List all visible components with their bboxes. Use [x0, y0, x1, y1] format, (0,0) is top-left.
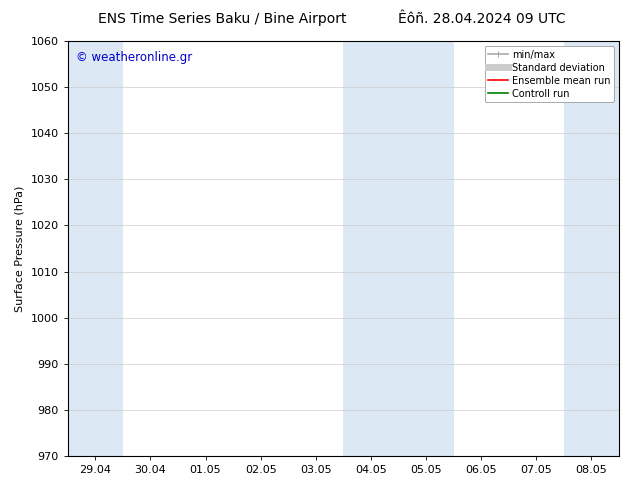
Bar: [344, 41, 453, 456]
Text: ENS Time Series Baku / Bine Airport: ENS Time Series Baku / Bine Airport: [98, 12, 346, 26]
Bar: [564, 41, 619, 456]
Legend: min/max, Standard deviation, Ensemble mean run, Controll run: min/max, Standard deviation, Ensemble me…: [484, 46, 614, 102]
Y-axis label: Surface Pressure (hPa): Surface Pressure (hPa): [15, 185, 25, 312]
Text: Êôñ. 28.04.2024 09 UTC: Êôñ. 28.04.2024 09 UTC: [398, 12, 566, 26]
Bar: [68, 41, 123, 456]
Text: © weatheronline.gr: © weatheronline.gr: [76, 51, 192, 64]
